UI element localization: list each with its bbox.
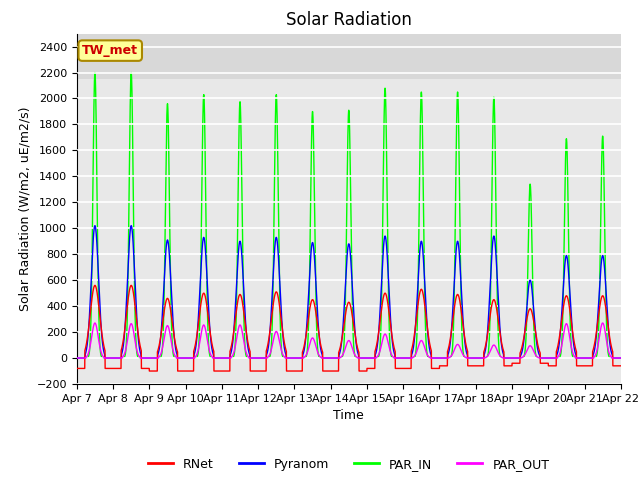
PAR_OUT: [616, 355, 624, 361]
Line: RNet: RNet: [77, 286, 621, 371]
PAR_OUT: [91, 320, 99, 326]
Line: PAR_OUT: PAR_OUT: [77, 323, 621, 358]
Pyranom: [91, 223, 99, 228]
RNet: [73, 366, 81, 372]
RNet: [471, 363, 479, 369]
PAR_IN: [502, 355, 509, 361]
RNet: [617, 363, 625, 369]
Title: Solar Radiation: Solar Radiation: [286, 11, 412, 29]
Bar: [77, 34, 621, 79]
PAR_OUT: [441, 355, 449, 361]
PAR_IN: [91, 70, 99, 75]
PAR_IN: [171, 355, 179, 360]
Pyranom: [329, 355, 337, 361]
PAR_OUT: [329, 355, 337, 361]
RNet: [145, 368, 153, 374]
Line: Pyranom: Pyranom: [77, 226, 621, 358]
PAR_IN: [441, 355, 449, 361]
PAR_OUT: [471, 355, 479, 361]
Pyranom: [617, 355, 625, 361]
Text: TW_met: TW_met: [82, 44, 138, 57]
Pyranom: [441, 355, 449, 361]
PAR_IN: [73, 355, 81, 361]
PAR_IN: [471, 355, 479, 361]
RNet: [441, 363, 449, 369]
RNet: [329, 368, 337, 374]
PAR_IN: [329, 355, 337, 361]
Pyranom: [502, 355, 509, 361]
Legend: RNet, Pyranom, PAR_IN, PAR_OUT: RNet, Pyranom, PAR_IN, PAR_OUT: [143, 453, 554, 476]
PAR_OUT: [617, 355, 625, 361]
Pyranom: [616, 355, 624, 361]
Pyranom: [73, 355, 81, 361]
X-axis label: Time: Time: [333, 409, 364, 422]
RNet: [616, 363, 624, 369]
Pyranom: [471, 355, 479, 361]
RNet: [91, 283, 99, 288]
PAR_IN: [616, 355, 624, 361]
RNet: [502, 363, 509, 369]
PAR_IN: [617, 355, 625, 361]
Pyranom: [171, 339, 179, 345]
PAR_OUT: [171, 352, 179, 358]
PAR_OUT: [502, 355, 509, 361]
Y-axis label: Solar Radiation (W/m2, uE/m2/s): Solar Radiation (W/m2, uE/m2/s): [18, 107, 31, 311]
Line: PAR_IN: PAR_IN: [77, 72, 621, 358]
PAR_OUT: [73, 355, 81, 361]
RNet: [171, 337, 179, 343]
